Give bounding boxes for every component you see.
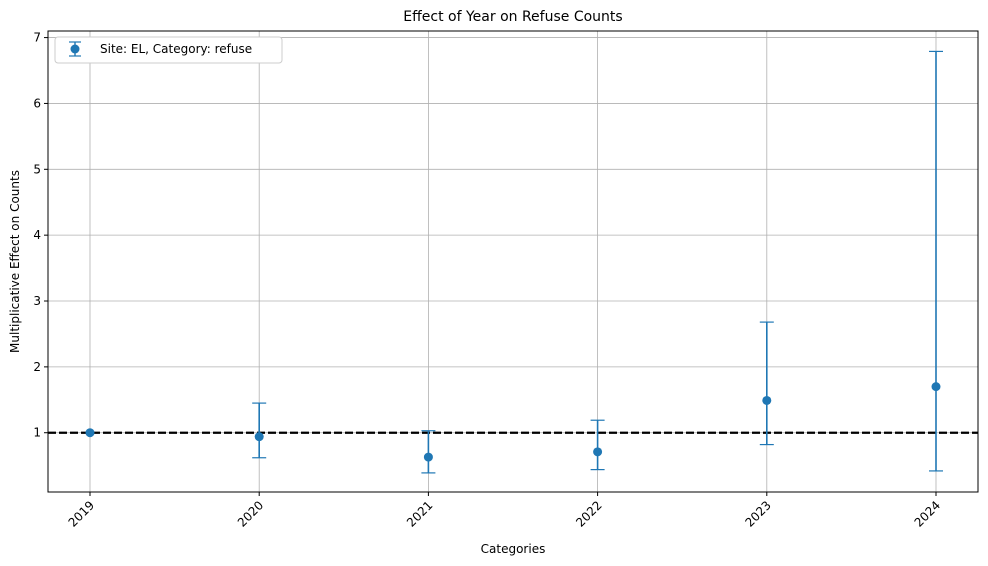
legend: Site: EL, Category: refuse bbox=[54, 36, 283, 64]
data-point bbox=[931, 382, 941, 392]
data-point-group bbox=[590, 419, 605, 471]
x-tick-label: 2020 bbox=[235, 498, 266, 529]
legend-box bbox=[54, 36, 283, 64]
x-tick-label: 2021 bbox=[404, 498, 435, 529]
legend-label: Site: EL, Category: refuse bbox=[100, 42, 252, 56]
x-axis-ticks: 2019 2020 2021 2022 2023 2024 bbox=[66, 492, 943, 530]
data-point-group bbox=[929, 50, 943, 472]
y-tick-label: 6 bbox=[33, 96, 41, 110]
x-tick-label: 2023 bbox=[742, 498, 773, 529]
plot-frame bbox=[47, 30, 979, 493]
chart-title: Effect of Year on Refuse Counts bbox=[403, 9, 622, 25]
y-tick-label: 4 bbox=[33, 228, 41, 242]
y-tick-label: 7 bbox=[33, 31, 41, 45]
x-tick-label: 2024 bbox=[912, 498, 943, 529]
data-point bbox=[593, 447, 603, 457]
series-group bbox=[85, 50, 943, 474]
legend-point bbox=[70, 44, 80, 54]
y-axis-ticks: 1 2 3 4 5 6 7 bbox=[33, 31, 48, 440]
data-point bbox=[762, 395, 772, 405]
x-axis-label: Categories bbox=[481, 542, 546, 556]
data-point-group bbox=[759, 321, 774, 446]
x-tick-label: 2022 bbox=[573, 498, 604, 529]
legend-marker bbox=[69, 41, 81, 57]
data-point-group bbox=[85, 428, 95, 438]
data-point bbox=[85, 428, 95, 438]
y-tick-label: 1 bbox=[33, 426, 41, 440]
y-tick-label: 5 bbox=[33, 162, 41, 176]
data-point-group bbox=[252, 402, 267, 459]
data-point bbox=[254, 432, 264, 442]
x-tick-label: 2019 bbox=[66, 498, 97, 529]
y-tick-label: 2 bbox=[33, 360, 41, 374]
y-axis-label: Multiplicative Effect on Counts bbox=[8, 170, 22, 353]
data-point bbox=[423, 452, 433, 462]
y-tick-label: 3 bbox=[33, 294, 41, 308]
data-point-group bbox=[421, 430, 436, 474]
grid bbox=[48, 31, 978, 492]
